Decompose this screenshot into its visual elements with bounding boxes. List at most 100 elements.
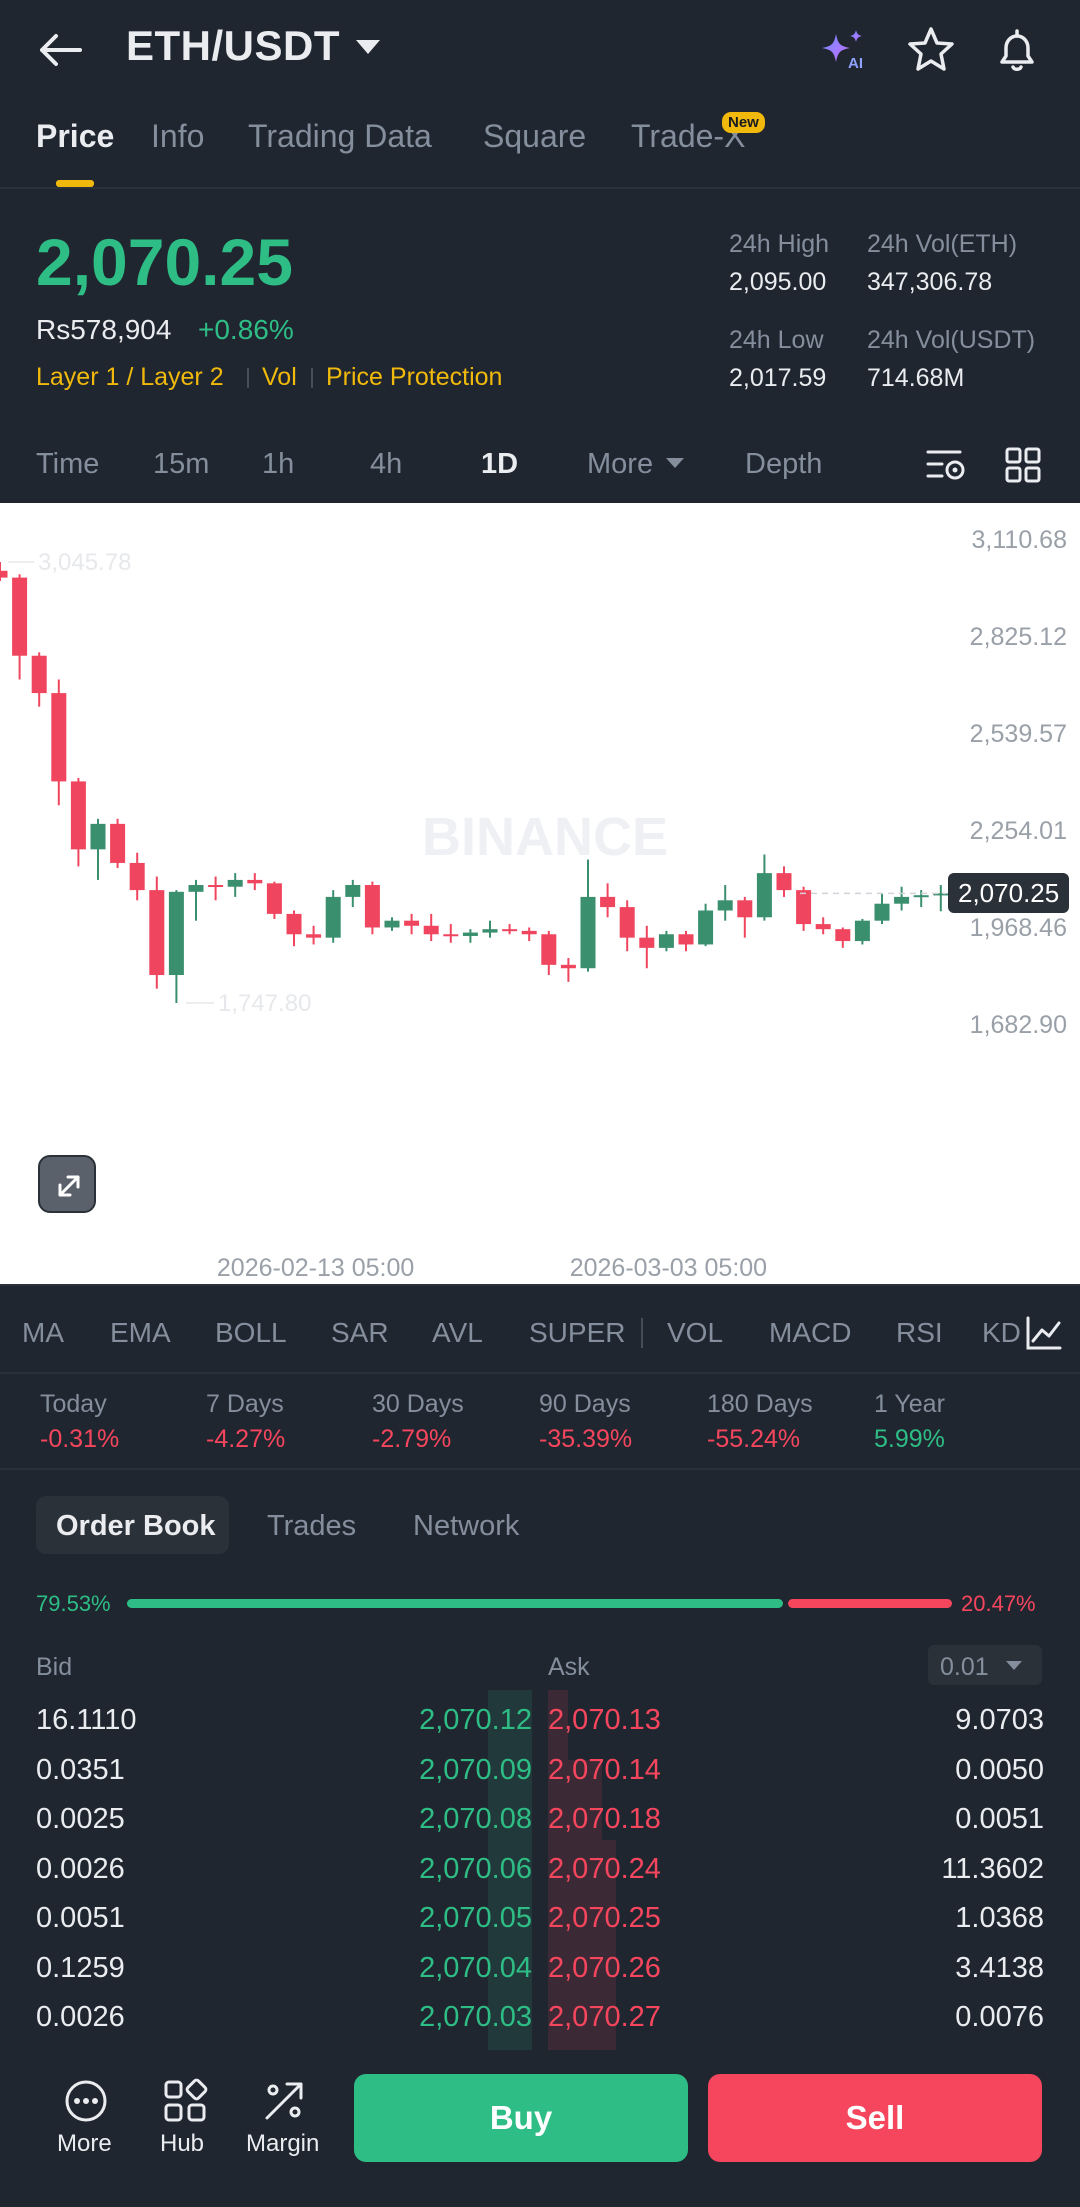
perf-7d-label: 7 Days: [206, 1390, 284, 1418]
precision-value[interactable]: 0.01: [940, 1653, 989, 1681]
bid-quantity: 0.0351: [36, 1754, 125, 1786]
indicator-vol[interactable]: VOL: [667, 1317, 724, 1348]
ai-sparkle-icon[interactable]: AI: [818, 28, 870, 72]
ask-price: 2,070.26: [548, 1952, 661, 1984]
tab-price[interactable]: Price: [36, 118, 115, 154]
candle-body: [717, 900, 733, 911]
interval-1h[interactable]: 1h: [262, 448, 295, 480]
candle-body: [600, 896, 616, 908]
candle-body: [698, 910, 714, 945]
indicator-sar[interactable]: SAR: [331, 1317, 389, 1348]
tab-order-book[interactable]: [36, 1496, 229, 1554]
ask-price: 2,070.18: [548, 1803, 661, 1835]
bid-quantity: 0.0026: [36, 1853, 125, 1885]
ask-price: 2,070.13: [548, 1704, 661, 1736]
tab-order-book-label[interactable]: Order Book: [56, 1510, 216, 1542]
candle-body: [345, 885, 361, 897]
indicator-rsi[interactable]: RSI: [896, 1317, 943, 1348]
ask-quantity: 0.0051: [955, 1803, 1044, 1835]
y-axis-tick-label: 2,825.12: [970, 623, 1067, 651]
stat-24h-low-value: 2,017.59: [729, 364, 827, 392]
buy-button[interactable]: Buy: [354, 2074, 688, 2162]
bid-price: 2,070.09: [419, 1754, 532, 1786]
star-favorite-icon[interactable]: [906, 26, 956, 74]
interval-15m[interactable]: 15m: [153, 448, 210, 480]
nav-hub-label[interactable]: Hub: [160, 2130, 205, 2157]
tab-info[interactable]: Info: [151, 118, 205, 154]
expand-arrows-icon: [58, 1175, 80, 1197]
price-chart[interactable]: BINANCE 3,110.68 2,825.12 2,539.57 2,254.01…: [0, 503, 1080, 1284]
candle-body: [0, 570, 8, 578]
candle-body: [51, 693, 67, 782]
hub-icon[interactable]: [162, 2078, 208, 2124]
ask-depth-shading: [568, 1760, 602, 2050]
interval-depth[interactable]: Depth: [745, 448, 823, 480]
bid-depth-shading: [488, 1690, 532, 2050]
candle-body: [31, 655, 47, 694]
perf-7d-value: -4.27%: [206, 1425, 286, 1453]
nav-more-label[interactable]: More: [57, 2130, 112, 2157]
interval-4h[interactable]: 4h: [370, 448, 403, 480]
bid-quantity: 0.0051: [36, 1902, 125, 1934]
precision-caret-icon[interactable]: [1006, 1661, 1022, 1670]
tag-vol[interactable]: Vol: [262, 363, 297, 391]
bid-ratio-bar: [127, 1599, 783, 1608]
interval-time[interactable]: Time: [36, 448, 100, 480]
fullscreen-expand-button[interactable]: [38, 1155, 96, 1213]
tab-trades[interactable]: Trades: [267, 1510, 357, 1542]
tab-trading-data[interactable]: Trading Data: [248, 118, 432, 154]
indicator-boll[interactable]: BOLL: [215, 1317, 287, 1348]
nav-margin-label[interactable]: Margin: [246, 2130, 320, 2157]
pair-dropdown-caret-icon[interactable]: [356, 40, 380, 54]
bid-quantity: 16.1110: [36, 1704, 137, 1736]
perf-30d-value: -2.79%: [372, 1425, 452, 1453]
tab-square[interactable]: Square: [483, 118, 587, 154]
back-arrow-icon[interactable]: [36, 28, 84, 72]
candle-body: [580, 896, 596, 969]
indicator-macd[interactable]: MACD: [769, 1317, 852, 1348]
indicator-avl[interactable]: AVL: [432, 1317, 483, 1348]
interval-more[interactable]: More: [587, 448, 654, 480]
precision-select[interactable]: [928, 1645, 1042, 1685]
ask-column-header: Ask: [548, 1653, 590, 1681]
stat-24h-vol-usdt-value: 714.68M: [867, 364, 965, 392]
new-badge: New: [722, 112, 765, 133]
margin-icon[interactable]: [261, 2078, 307, 2124]
candle-body: [737, 900, 753, 918]
candle-body: [854, 920, 870, 942]
bid-price: 2,070.04: [419, 1952, 532, 1984]
candle-body: [286, 913, 302, 935]
tab-network[interactable]: Network: [413, 1510, 520, 1542]
bid-quantity: 0.0026: [36, 2001, 125, 2033]
indicator-kd[interactable]: KD: [982, 1317, 1021, 1348]
indicator-chart-icon[interactable]: [1024, 1314, 1064, 1352]
more-dots-icon[interactable]: [63, 2078, 109, 2124]
ask-quantity: 9.0703: [955, 1704, 1044, 1736]
layout-grid-icon[interactable]: [1004, 446, 1042, 484]
ask-depth-shading: [602, 1840, 616, 2050]
indicator-ema[interactable]: EMA: [110, 1317, 171, 1348]
stat-24h-vol-eth-value: 347,306.78: [867, 268, 993, 296]
pair-title[interactable]: ETH/USDT: [126, 22, 340, 69]
candle-body: [306, 934, 322, 938]
indicator-ma[interactable]: MA: [22, 1317, 64, 1348]
candle-body: [364, 885, 380, 928]
more-caret-icon[interactable]: [666, 458, 684, 468]
bid-column-header: Bid: [36, 1653, 73, 1681]
bid-price: 2,070.08: [419, 1803, 532, 1835]
bell-notification-icon[interactable]: [992, 26, 1042, 76]
candle-body: [129, 862, 145, 891]
tag-price-protection[interactable]: Price Protection: [326, 363, 503, 391]
chart-settings-icon[interactable]: [926, 446, 966, 484]
ask-quantity: 3.4138: [955, 1952, 1044, 1984]
sell-button[interactable]: Sell: [708, 2074, 1042, 2162]
candle-body: [325, 896, 341, 938]
indicator-super[interactable]: SUPER: [529, 1317, 626, 1348]
ask-ratio-percent: 20.47%: [961, 1591, 1036, 1616]
bid-price: 2,070.05: [419, 1902, 532, 1934]
bid-quantity: 0.0025: [36, 1803, 125, 1835]
tag-layer1-layer2[interactable]: Layer 1 / Layer 2: [36, 363, 224, 391]
interval-1d[interactable]: 1D: [481, 448, 519, 480]
candle-body: [541, 934, 557, 965]
candlestick-chart-svg[interactable]: BINANCE 3,110.68 2,825.12 2,539.57 2,254.01…: [0, 503, 1080, 1284]
